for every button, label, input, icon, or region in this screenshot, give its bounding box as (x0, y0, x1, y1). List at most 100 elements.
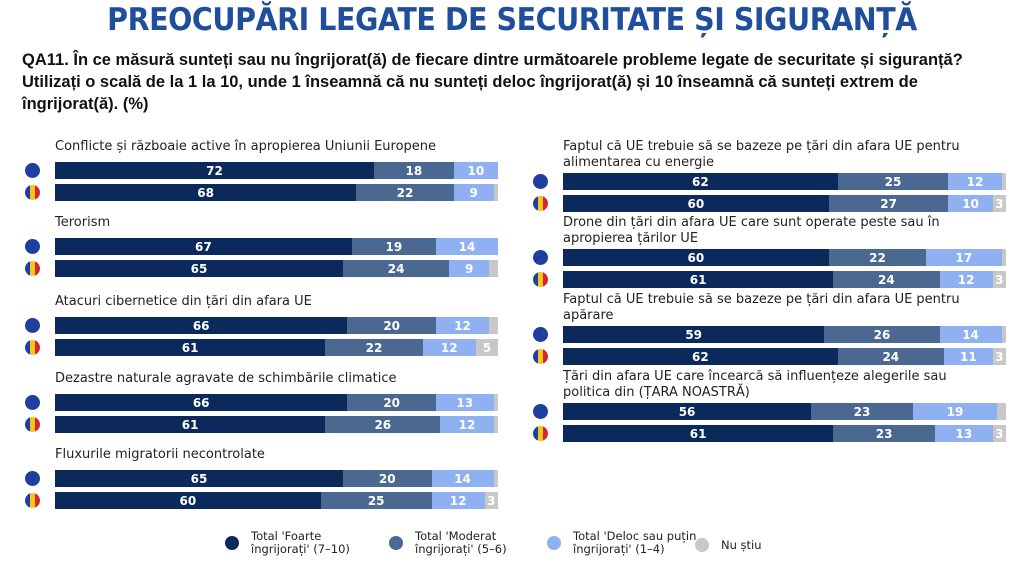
bar-segment-very-concerned: 60 (563, 195, 829, 212)
stacked-bar: 60 25 12 3 (55, 492, 498, 509)
bar-segment-little-concerned: 10 (453, 162, 498, 179)
bar-segment-dont-know (489, 260, 498, 277)
bar-segment-moderately-concerned: 24 (342, 260, 450, 277)
bar-segment-moderately-concerned: 23 (833, 425, 936, 442)
bar-segment-dont-know (997, 403, 1006, 420)
bar-segment-moderately-concerned: 20 (347, 317, 436, 334)
item-label: Faptul că UE trebuie să se bazeze pe țăr… (563, 139, 960, 170)
bar-segment-moderately-concerned: 22 (325, 339, 423, 356)
bar-row-eu: 59 26 14 (530, 326, 1010, 343)
romania-flag-icon (25, 417, 40, 432)
item-label: Fluxurile migratorii necontrolate (55, 447, 265, 462)
bar-segment-dont-know: 3 (484, 492, 498, 509)
bar-segment-moderately-concerned: 19 (351, 238, 436, 255)
eu-flag-icon (25, 163, 40, 178)
bar-segment-little-concerned: 12 (440, 416, 494, 433)
stacked-bar: 59 26 14 (563, 326, 1006, 343)
bar-row-ro: 62 24 11 3 (530, 348, 1010, 365)
eu-flag-icon (533, 404, 548, 419)
eu-flag-icon (533, 327, 548, 342)
bar-segment-dont-know: 3 (992, 195, 1006, 212)
bar-segment-little-concerned: 13 (435, 394, 494, 411)
legend-dot-very (225, 536, 239, 550)
legend-item-little: Total 'Deloc sau puțin îngrijorați' (1–4) (547, 530, 696, 556)
legend-label-very: Total 'Foarte îngrijorați' (7–10) (251, 529, 350, 556)
eu-flag-icon (533, 174, 548, 189)
bar-segment-dont-know (489, 317, 498, 334)
chart-legend: Total 'Foarte îngrijorați' (7–10) Total '… (225, 530, 825, 566)
item-label: Țări din afara UE care încearcă să influ… (563, 369, 947, 400)
legend-dot-moderate (389, 536, 403, 550)
bar-segment-moderately-concerned: 27 (828, 195, 949, 212)
bar-segment-little-concerned: 12 (939, 271, 993, 288)
romania-flag-icon (533, 196, 548, 211)
bar-row-eu: 66 20 12 (22, 317, 502, 334)
bar-segment-dont-know (493, 394, 498, 411)
question-text: QA11. În ce măsură sunteți sau nu îngrij… (22, 51, 963, 113)
bar-segment-little-concerned: 17 (926, 249, 1002, 266)
bar-row-ro: 60 27 10 3 (530, 195, 1010, 212)
bar-segment-dont-know (493, 416, 498, 433)
bar-segment-moderately-concerned: 24 (833, 271, 940, 288)
bar-segment-very-concerned: 60 (563, 249, 829, 266)
bar-segment-little-concerned: 12 (435, 317, 490, 334)
bar-segment-very-concerned: 60 (55, 492, 321, 509)
eu-flag-icon (25, 239, 40, 254)
bar-segment-dont-know (1001, 326, 1006, 343)
stacked-bar: 60 27 10 3 (563, 195, 1006, 212)
stacked-bar: 68 22 9 (55, 184, 498, 201)
bar-segment-little-concerned: 19 (912, 403, 998, 420)
romania-flag-icon (25, 340, 40, 355)
item-label: Conflicte și războaie active în apropier… (55, 139, 437, 154)
legend-dot-little (547, 536, 561, 550)
stacked-bar: 61 26 12 (55, 416, 498, 433)
romania-flag-icon (533, 426, 548, 441)
stacked-bar: 61 24 12 3 (563, 271, 1006, 288)
legend-item-very: Total 'Foarte îngrijorați' (7–10) (225, 530, 350, 556)
bar-row-eu: 66 20 13 (22, 394, 502, 411)
bar-segment-little-concerned: 9 (449, 260, 490, 277)
legend-label-moderate: Total 'Moderat îngrijorați' (5–6) (415, 529, 507, 556)
stacked-bar: 66 20 12 (55, 317, 498, 334)
legend-label-little: Total 'Deloc sau puțin îngrijorați' (1–4) (573, 529, 697, 556)
bar-segment-very-concerned: 65 (55, 470, 343, 487)
stacked-bar: 61 23 13 3 (563, 425, 1006, 442)
bar-row-eu: 60 22 17 (530, 249, 1010, 266)
bar-segment-dont-know (493, 470, 498, 487)
stacked-bar: 66 20 13 (55, 394, 498, 411)
bar-segment-little-concerned: 9 (453, 184, 494, 201)
bar-segment-little-concerned: 14 (939, 326, 1002, 343)
bar-row-ro: 65 24 9 (22, 260, 502, 277)
bar-row-ro: 60 25 12 3 (22, 492, 502, 509)
bar-segment-little-concerned: 14 (435, 238, 498, 255)
bar-segment-dont-know: 3 (992, 271, 1006, 288)
romania-flag-icon (533, 349, 548, 364)
legend-item-dontknow: Nu știu (695, 538, 762, 552)
bar-segment-little-concerned: 12 (948, 173, 1002, 190)
bar-row-ro: 61 22 12 5 (22, 339, 502, 356)
bar-segment-very-concerned: 62 (563, 348, 838, 365)
stacked-bar: 60 22 17 (563, 249, 1006, 266)
bar-segment-very-concerned: 66 (55, 394, 348, 411)
bar-segment-moderately-concerned: 26 (325, 416, 441, 433)
legend-dot-dontknow (695, 538, 709, 552)
romania-flag-icon (533, 272, 548, 287)
bar-segment-moderately-concerned: 20 (342, 470, 432, 487)
bar-segment-little-concerned: 12 (422, 339, 476, 356)
bar-segment-very-concerned: 66 (55, 317, 348, 334)
bar-row-eu: 62 25 12 (530, 173, 1010, 190)
bar-segment-very-concerned: 61 (55, 339, 326, 356)
bar-segment-dont-know: 5 (475, 339, 498, 356)
bar-segment-dont-know (1001, 249, 1006, 266)
item-label: Faptul că UE trebuie să se bazeze pe țăr… (563, 292, 960, 323)
bar-segment-little-concerned: 14 (431, 470, 494, 487)
bar-row-eu: 56 23 19 (530, 403, 1010, 420)
bar-segment-dont-know: 3 (992, 348, 1006, 365)
romania-flag-icon (25, 261, 40, 276)
stacked-bar: 56 23 19 (563, 403, 1006, 420)
bar-segment-moderately-concerned: 22 (828, 249, 927, 266)
bar-segment-very-concerned: 72 (55, 162, 374, 179)
bar-segment-little-concerned: 11 (943, 348, 993, 365)
bar-segment-moderately-concerned: 18 (373, 162, 454, 179)
bar-segment-moderately-concerned: 22 (356, 184, 454, 201)
